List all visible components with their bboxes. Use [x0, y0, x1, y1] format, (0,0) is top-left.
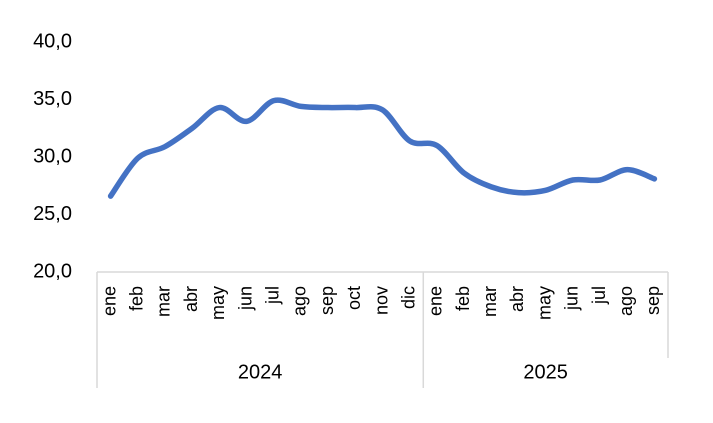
x-tick-label: may — [208, 286, 228, 320]
x-tick-label: oct — [344, 286, 364, 310]
group-label: 2024 — [238, 361, 283, 383]
y-tick-label: 40,0 — [33, 30, 72, 52]
data-line — [107, 97, 658, 199]
x-tick-label: dic — [398, 286, 418, 309]
x-tick-label: sep — [643, 286, 663, 315]
x-tick-label: jul — [589, 286, 609, 305]
x-tick-label: jul — [262, 286, 282, 305]
y-tick-label: 30,0 — [33, 145, 72, 167]
x-tick-label: mar — [154, 286, 174, 317]
y-tick-label: 20,0 — [33, 260, 72, 282]
x-tick-label: abr — [181, 286, 201, 312]
y-tick-label: 25,0 — [33, 203, 72, 225]
x-tick-label: jun — [235, 286, 255, 311]
x-tick-label: mar — [480, 286, 500, 317]
x-tick-label: jun — [562, 286, 582, 311]
y-tick-label: 35,0 — [33, 88, 72, 110]
x-tick-label: sep — [317, 286, 337, 315]
x-tick-label: ago — [290, 286, 310, 316]
x-tick-label: ago — [616, 286, 636, 316]
group-label: 2025 — [523, 361, 568, 383]
x-tick-label: feb — [453, 286, 473, 311]
x-tick-label: abr — [507, 286, 527, 312]
x-tick-label: nov — [371, 286, 391, 315]
x-tick-label: ene — [99, 286, 119, 316]
x-tick-label: feb — [127, 286, 147, 311]
x-tick-label: ene — [426, 286, 446, 316]
x-tick-label: may — [534, 286, 554, 320]
